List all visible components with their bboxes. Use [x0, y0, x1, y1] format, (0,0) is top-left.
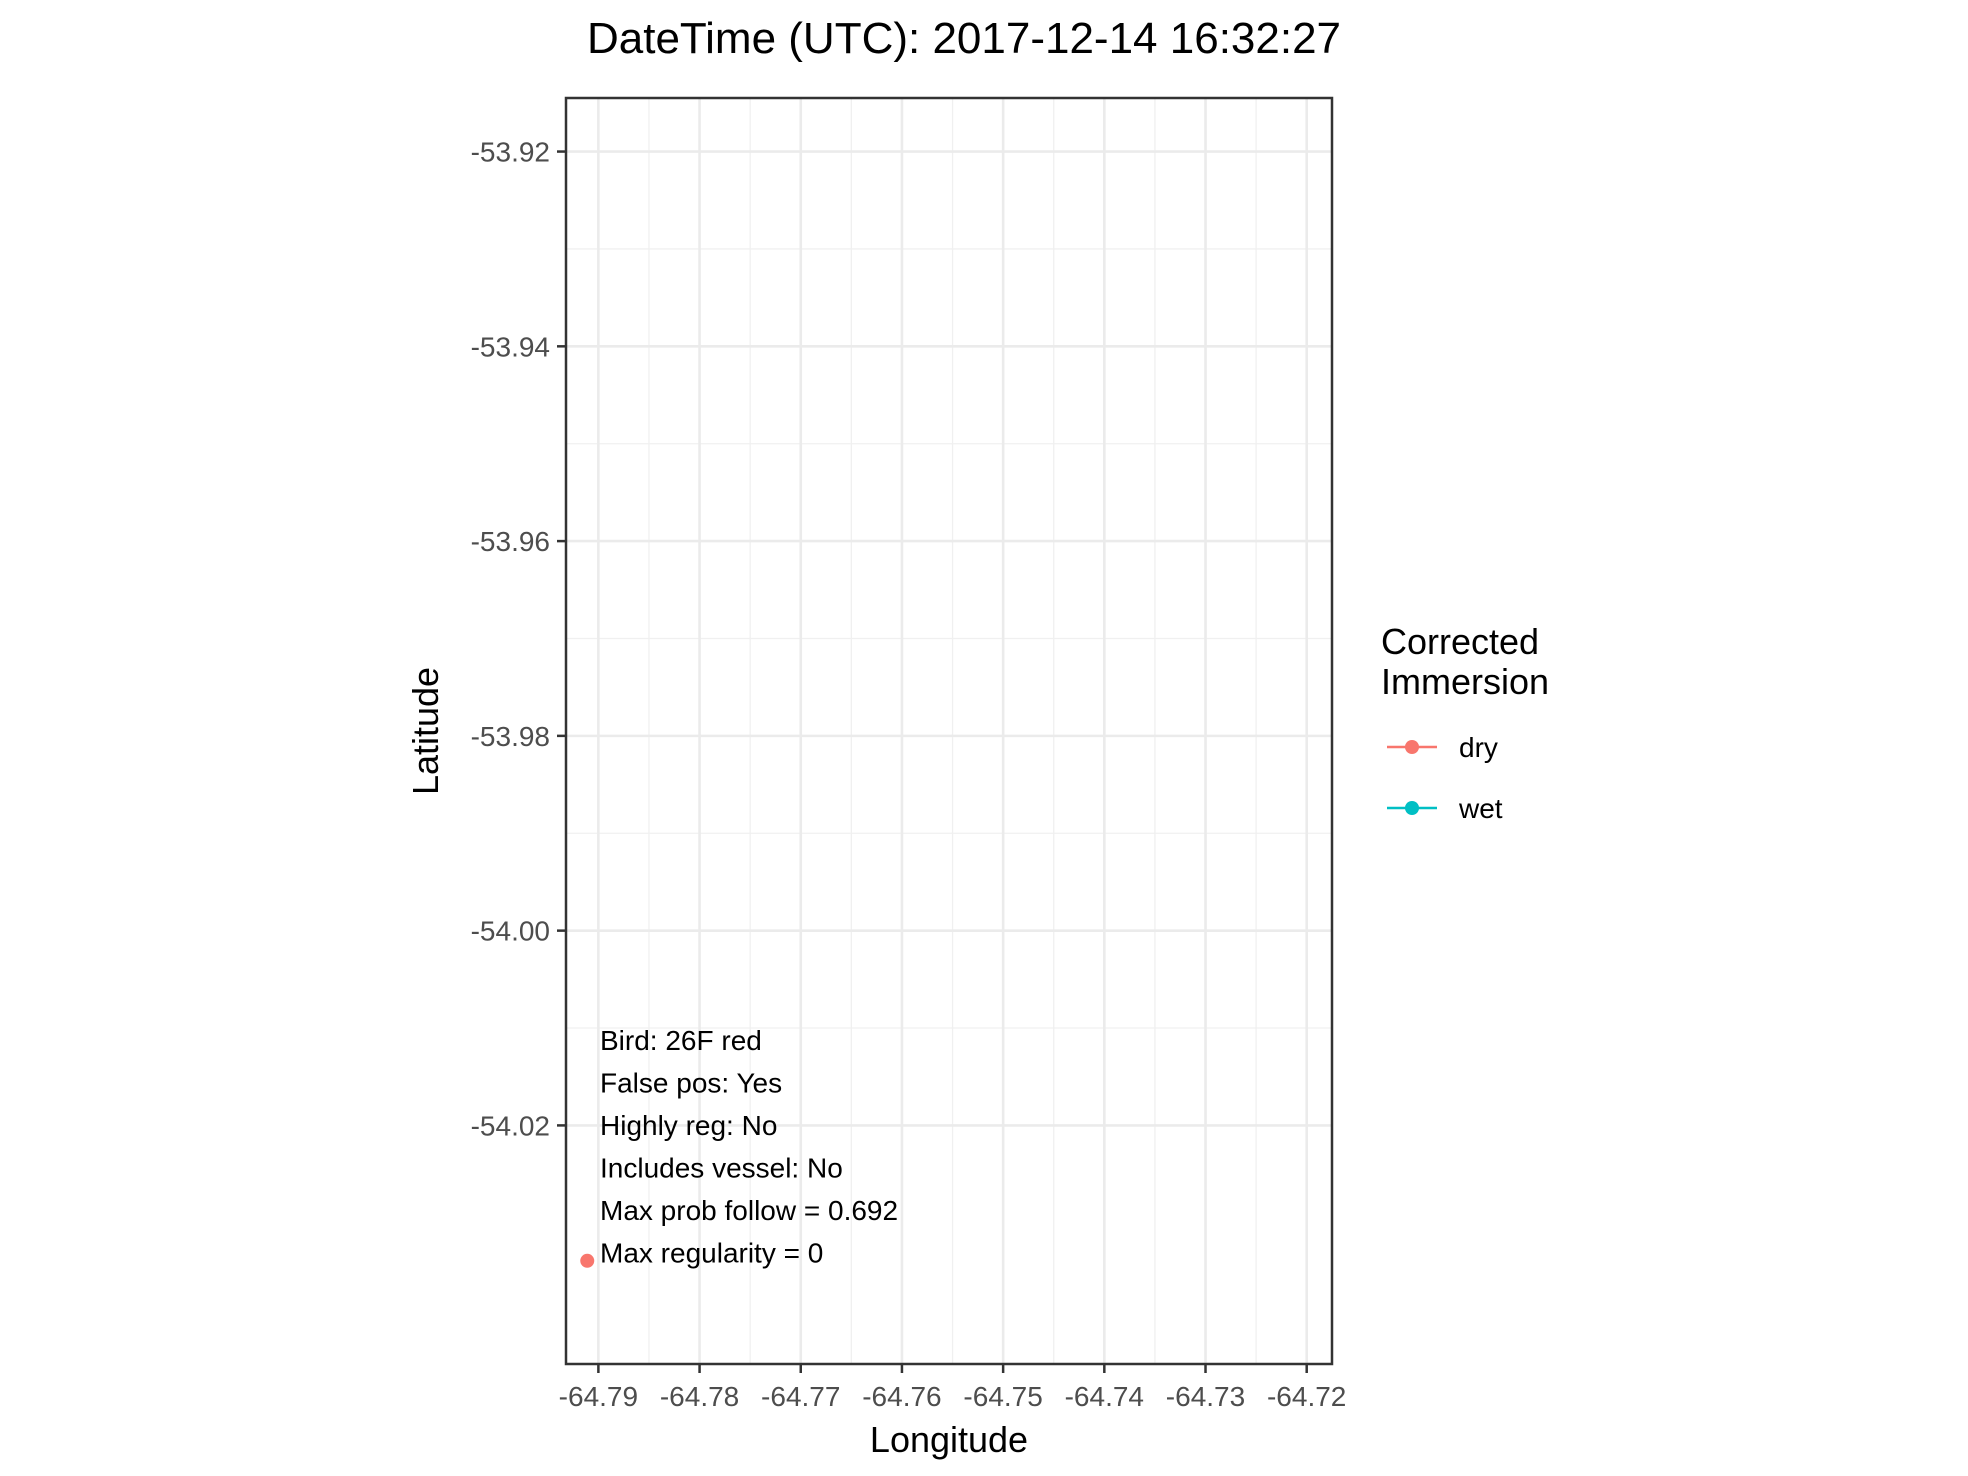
annotation-line: Max regularity = 0	[600, 1238, 823, 1269]
x-tick-label: -64.79	[559, 1381, 638, 1412]
y-tick-label: -53.96	[471, 526, 550, 557]
legend-title: Corrected	[1381, 621, 1539, 662]
x-tick-label: -64.76	[862, 1381, 941, 1412]
x-tick-label: -64.75	[963, 1381, 1042, 1412]
grid	[566, 98, 1332, 1364]
annotation-line: Highly reg: No	[600, 1110, 777, 1141]
x-tick-label: -64.77	[761, 1381, 840, 1412]
annotation-line: Max prob follow = 0.692	[600, 1195, 898, 1226]
legend-key-dry	[1387, 740, 1437, 754]
x-tick-label: -64.72	[1267, 1381, 1346, 1412]
y-tick-label: -54.00	[471, 916, 550, 947]
x-axis-title: Longitude	[870, 1419, 1028, 1460]
data-points	[580, 1253, 595, 1268]
y-axis-title: Latitude	[405, 667, 446, 795]
legend-key-point	[1405, 740, 1419, 754]
x-axis: -64.79 -64.78 -64.77 -64.76 -64.75 -64.74 -64.…	[559, 1364, 1346, 1412]
annotation-line: Includes vessel: No	[600, 1153, 843, 1184]
legend-label-dry: dry	[1459, 732, 1498, 763]
data-point-dry	[580, 1253, 595, 1268]
legend-title: Immersion	[1381, 661, 1549, 702]
y-tick-label: -53.92	[471, 137, 550, 168]
legend-key-wet	[1387, 801, 1437, 815]
legend-label-wet: wet	[1458, 793, 1503, 824]
plot-panel-border	[564, 96, 1334, 1366]
annotation-text: Bird: 26F red False pos: Yes Highly reg: N…	[600, 1025, 898, 1269]
chart-title: DateTime (UTC): 2017-12-14 16:32:27	[587, 14, 1341, 63]
legend-key-point	[1405, 801, 1419, 815]
y-tick-label: -54.02	[471, 1110, 550, 1141]
x-tick-label: -64.73	[1166, 1381, 1245, 1412]
y-tick-label: -53.98	[471, 721, 550, 752]
annotation-line: False pos: Yes	[600, 1068, 782, 1099]
annotation-line: Bird: 26F red	[600, 1025, 762, 1056]
y-axis: -53.92 -53.94 -53.96 -53.98 -54.00 -54.02	[471, 137, 566, 1141]
y-tick-label: -53.94	[471, 331, 550, 362]
x-tick-label: -64.78	[660, 1381, 739, 1412]
x-tick-label: -64.74	[1065, 1381, 1144, 1412]
